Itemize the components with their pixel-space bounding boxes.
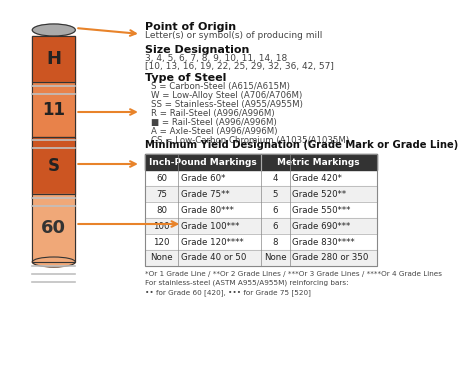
Text: •• for Grade 60 [420], ••• for Grade 75 [520]: •• for Grade 60 [420], ••• for Grade 75 … [145,289,311,296]
Text: Grade 830****: Grade 830**** [292,238,355,247]
Text: Grade 550***: Grade 550*** [292,205,351,214]
Bar [145,170,178,186]
Text: 11: 11 [42,100,65,118]
Text: 5: 5 [273,189,278,198]
Text: 60: 60 [41,219,66,237]
Text: Grade 520**: Grade 520** [292,189,346,198]
Text: Grade 280 or 350: Grade 280 or 350 [292,254,369,263]
Bar [178,170,261,186]
Text: 75: 75 [156,189,167,198]
Text: 100: 100 [153,221,170,230]
Bar [290,234,377,250]
Bar [145,218,178,234]
Bar [145,202,178,218]
Bar [261,154,377,170]
Bar [178,234,261,250]
Text: None: None [150,254,173,263]
Text: Metric Markings: Metric Markings [277,158,360,167]
Bar [145,186,178,202]
Bar [32,137,75,194]
Bar [178,186,261,202]
Bar [261,202,290,218]
Text: 6: 6 [273,205,278,214]
Bar [178,250,261,266]
Bar [178,202,261,218]
Text: ■ = Rail-Steel (A996/A996M): ■ = Rail-Steel (A996/A996M) [151,118,276,127]
Bar [32,194,75,262]
Text: W = Low-Alloy Steel (A706/A706M): W = Low-Alloy Steel (A706/A706M) [151,91,302,100]
Text: Grade 420*: Grade 420* [292,174,342,183]
Bar [32,137,75,194]
Text: Inch-Pound Markings: Inch-Pound Markings [149,158,257,167]
Text: H: H [46,50,61,68]
Text: Grade 60*: Grade 60* [181,174,225,183]
Text: Grade 40 or 50: Grade 40 or 50 [181,254,246,263]
Bar [178,218,261,234]
Bar [261,250,290,266]
Text: 4: 4 [273,174,278,183]
Text: Size Designation: Size Designation [145,45,249,55]
Text: Type of Steel: Type of Steel [145,73,226,83]
Text: A = Axle-Steel (A996/A996M): A = Axle-Steel (A996/A996M) [151,127,277,136]
Text: S: S [48,156,60,174]
Text: CS = Low-Carbon Chromium (A1035/A1035M): CS = Low-Carbon Chromium (A1035/A1035M) [151,136,349,145]
Bar [261,170,290,186]
Text: Grade 120****: Grade 120**** [181,238,243,247]
Bar [290,170,377,186]
Text: 120: 120 [153,238,170,247]
Text: 3, 4, 5, 6, 7, 8, 9, 10, 11, 14, 18: 3, 4, 5, 6, 7, 8, 9, 10, 11, 14, 18 [145,54,287,63]
Text: *Or 1 Grade Line / **Or 2 Grade Lines / ***Or 3 Grade Lines / ****Or 4 Grade Lin: *Or 1 Grade Line / **Or 2 Grade Lines / … [145,271,442,277]
Bar [261,186,290,202]
Bar [32,82,75,137]
Bar [145,154,261,170]
Text: 8: 8 [273,238,278,247]
Text: S = Carbon-Steel (A615/A615M): S = Carbon-Steel (A615/A615M) [151,82,290,91]
Bar [145,250,178,266]
Bar [145,154,377,266]
Text: [10, 13, 16, 19, 22, 25, 29, 32, 36, 42, 57]: [10, 13, 16, 19, 22, 25, 29, 32, 36, 42,… [145,62,334,71]
Text: R = Rail-Steel (A996/A996M): R = Rail-Steel (A996/A996M) [151,109,274,118]
Text: Letter(s) or symbol(s) of producing mill: Letter(s) or symbol(s) of producing mill [145,31,322,40]
Bar [290,250,377,266]
Text: SS = Stainless-Steel (A955/A955M): SS = Stainless-Steel (A955/A955M) [151,100,302,109]
Bar [32,36,75,82]
Text: None: None [264,254,287,263]
Text: Grade 80***: Grade 80*** [181,205,233,214]
Bar [261,234,290,250]
Text: Grade 75**: Grade 75** [181,189,229,198]
Bar [32,36,75,82]
Text: For stainless-steel (ASTM A955/A955M) reinforcing bars:: For stainless-steel (ASTM A955/A955M) re… [145,280,348,287]
Text: 60: 60 [156,174,167,183]
Bar [32,194,75,262]
Text: Grade 100***: Grade 100*** [181,221,239,230]
Bar [290,202,377,218]
Bar [290,218,377,234]
Text: Grade 690***: Grade 690*** [292,221,351,230]
Text: 6: 6 [273,221,278,230]
Text: 80: 80 [156,205,167,214]
Ellipse shape [32,24,75,36]
Text: Minimum Yield Designation (Grade Mark or Grade Line): Minimum Yield Designation (Grade Mark or… [145,140,458,150]
Ellipse shape [32,257,75,267]
Text: Point of Origin: Point of Origin [145,22,236,32]
Bar [145,234,178,250]
Bar [32,82,75,137]
Bar [261,218,290,234]
Bar [290,186,377,202]
